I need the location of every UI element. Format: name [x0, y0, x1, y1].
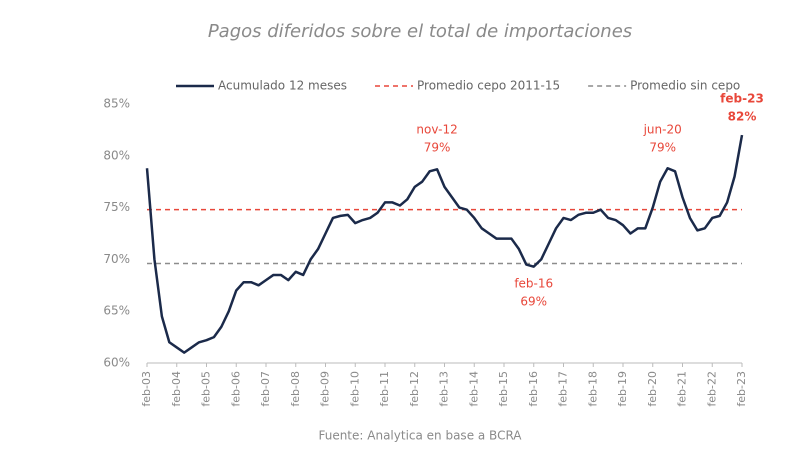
y-tick-label: 85%	[103, 97, 130, 111]
x-tick-label: feb-11	[378, 371, 391, 407]
annotation-value: 82%	[728, 110, 757, 124]
x-tick-label: feb-13	[438, 371, 451, 407]
y-tick-label: 65%	[103, 304, 130, 318]
legend-label: Promedio cepo 2011-15	[417, 79, 560, 93]
x-tick-label: feb-10	[348, 371, 361, 407]
y-tick-label: 60%	[103, 356, 130, 370]
x-tick-label: feb-17	[557, 371, 570, 407]
y-tick-label: 75%	[103, 200, 130, 214]
x-tick-label: feb-21	[676, 371, 689, 407]
x-tick-label: feb-12	[408, 371, 421, 407]
x-tick-label: feb-08	[289, 371, 302, 407]
y-tick-label: 70%	[103, 252, 130, 266]
line	[145, 134, 744, 354]
annotation-value: 79%	[424, 141, 451, 155]
source: Fuente: Analytica en base a BCRA	[318, 429, 522, 443]
x-tick-label: feb-03	[140, 371, 153, 407]
x-tick-label: feb-04	[170, 371, 183, 407]
annotation-label: nov-12	[416, 123, 457, 137]
legend-label: Acumulado 12 meses	[218, 79, 347, 93]
annotation-value: 79%	[649, 141, 676, 155]
x-tick-label: feb-19	[616, 371, 629, 407]
x-tick-label: feb-15	[497, 371, 510, 407]
x-tick-label: feb-09	[319, 371, 332, 407]
annotation-value: 69%	[520, 294, 547, 308]
x-tick-label: feb-05	[200, 371, 213, 407]
y-tick-label: 80%	[103, 148, 130, 162]
x-tick-label: feb-14	[467, 371, 480, 407]
x-tick-label: feb-18	[586, 371, 599, 407]
annotation-label: feb-23	[720, 92, 764, 106]
x-tick-label: feb-07	[259, 371, 272, 407]
chart-title: Pagos diferidos sobre el total de import…	[208, 21, 632, 42]
x-tick-label: feb-16	[527, 371, 540, 407]
x-tick-label: feb-06	[229, 371, 242, 407]
legend-label: Promedio sin cepo	[630, 79, 740, 93]
annotation-label: feb-16	[514, 276, 553, 290]
x-tick-label: feb-22	[705, 371, 718, 407]
x-tick-label: feb-20	[646, 371, 659, 407]
x-tick-label: feb-23	[735, 371, 748, 407]
annotation-label: jun-20	[643, 123, 682, 137]
